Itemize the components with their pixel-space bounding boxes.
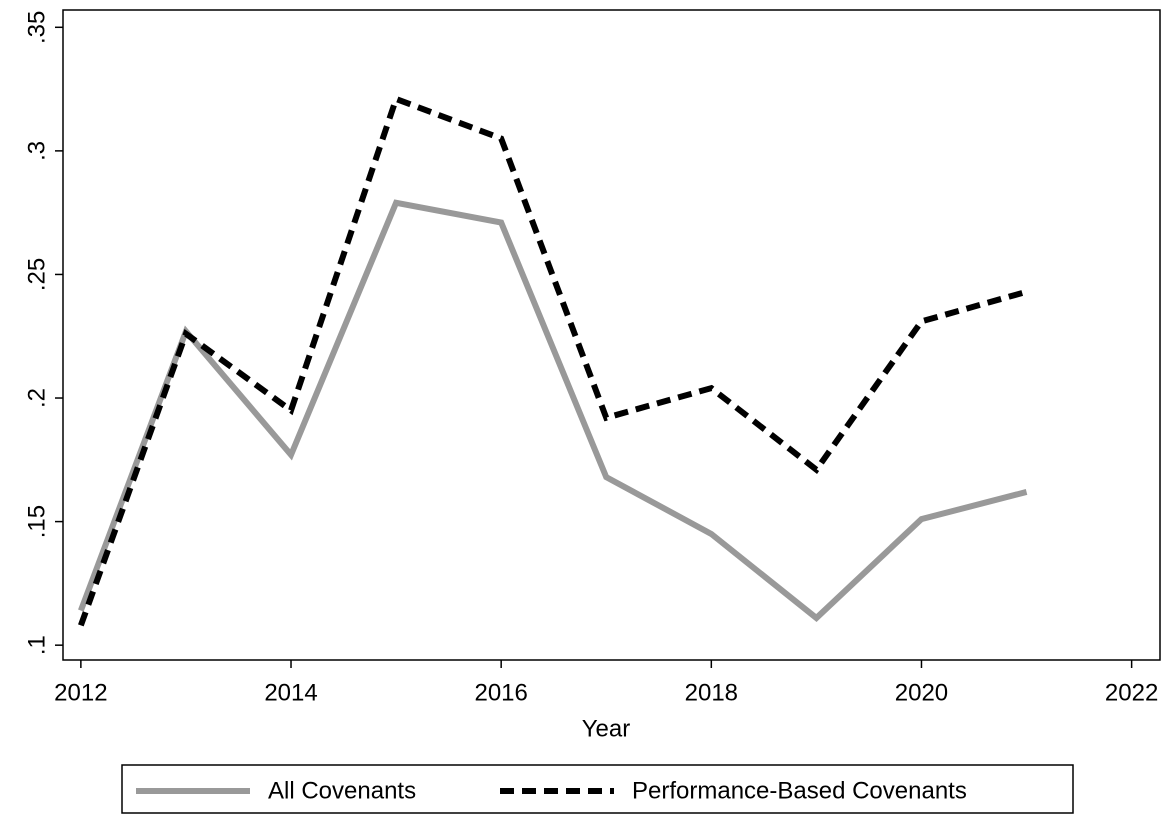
y-tick-label: .15 [23,505,50,538]
x-tick-label: 2020 [895,679,948,706]
series-line [78,199,1028,622]
legend-box [121,764,1074,814]
x-tick-label: 2014 [264,679,317,706]
x-tick-label: 2018 [685,679,738,706]
x-tick-label: 2022 [1105,679,1158,706]
legend-label: Performance-Based Covenants [632,777,967,804]
y-tick-label: .1 [23,635,50,655]
series-line [78,95,1028,627]
y-tick-label: .35 [23,11,50,44]
x-tick-label: 2012 [54,679,107,706]
plot-frame [62,9,1161,661]
y-tick-label: .3 [23,141,50,161]
y-tick-label: .2 [23,388,50,408]
legend-label: All Covenants [268,777,416,804]
x-axis-label: Year [582,715,631,742]
y-tick-label: .25 [23,258,50,291]
x-tick-label: 2016 [474,679,527,706]
